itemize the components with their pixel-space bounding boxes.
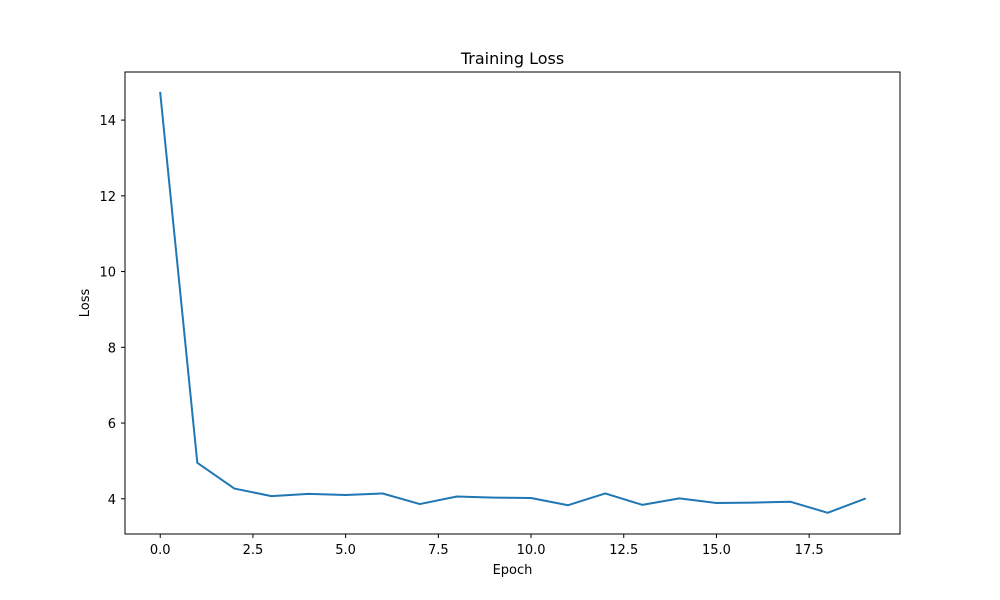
x-tick-label: 17.5 xyxy=(795,543,824,558)
y-tick-label: 8 xyxy=(108,341,116,356)
loss-series-line xyxy=(159,91,867,514)
y-tick-label: 4 xyxy=(108,493,116,508)
x-tick-label: 15.0 xyxy=(702,543,731,558)
y-tick-label: 6 xyxy=(108,417,116,432)
y-tick-label: 14 xyxy=(99,114,116,129)
x-axis-ticks: 0.0 2.5 5.0 7.5 10.0 12.5 15.0 17.5 xyxy=(150,534,824,558)
x-axis-label: Epoch xyxy=(493,563,533,578)
x-tick-label: 2.5 xyxy=(243,543,264,558)
x-tick-label: 12.5 xyxy=(609,543,638,558)
x-tick-label: 7.5 xyxy=(428,543,449,558)
y-tick-label: 12 xyxy=(99,190,116,205)
chart-title: Training Loss xyxy=(460,49,564,68)
x-tick-label: 5.0 xyxy=(335,543,356,558)
y-tick-label: 10 xyxy=(99,266,116,281)
x-tick-label: 10.0 xyxy=(517,543,546,558)
plot-marks xyxy=(159,91,867,514)
x-tick-label: 0.0 xyxy=(150,543,171,558)
axes-frame xyxy=(124,71,901,535)
y-axis-ticks: 4 6 8 10 12 14 xyxy=(99,114,125,508)
y-axis-label: Loss xyxy=(78,289,93,318)
